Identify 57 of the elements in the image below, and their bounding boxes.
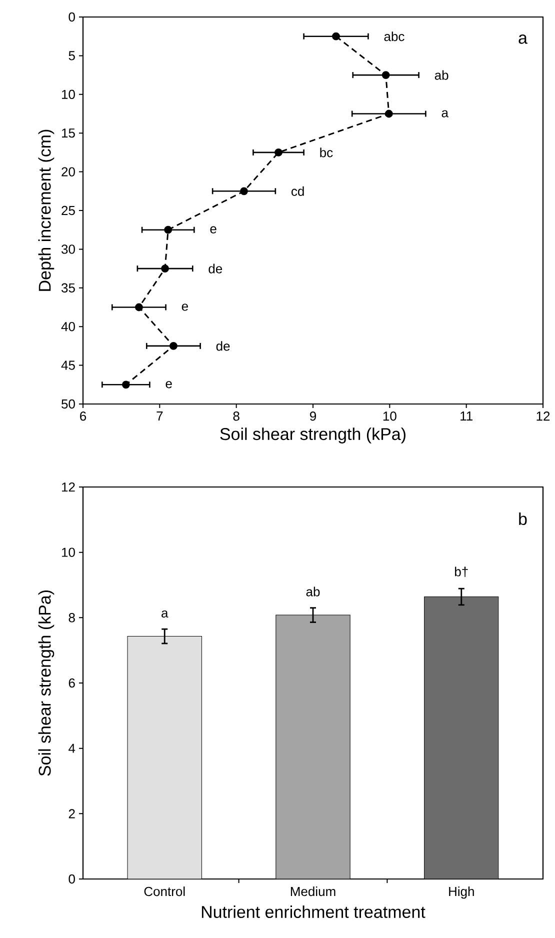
y-tick-label: 0 (68, 874, 75, 884)
x-tick-label: High (449, 886, 474, 899)
x-axis-title: Nutrient enrichment treatment (202, 906, 426, 918)
point (332, 32, 340, 40)
x-tick-label: 9 (310, 412, 316, 421)
annotation: de (216, 341, 230, 351)
y-tick-label: 40 (61, 322, 75, 332)
point (122, 380, 130, 389)
annotation: e (166, 381, 172, 388)
annotation: a (162, 610, 168, 618)
annotation: ab (306, 586, 320, 596)
annotation: e (210, 226, 216, 234)
annotation: b (519, 512, 527, 526)
y-tick-label: 45 (61, 360, 75, 370)
point (170, 342, 178, 350)
annotation: abc (384, 32, 404, 42)
annotation: a (442, 110, 448, 118)
point (274, 148, 282, 156)
y-tick-label: 6 (68, 678, 75, 688)
x-tick-label: 11 (460, 412, 472, 420)
y-tick-label: 50 (62, 399, 75, 409)
annotation: b† (454, 566, 468, 578)
y-tick-label: 15 (62, 128, 75, 138)
point (135, 303, 143, 312)
y-tick-label: 12 (62, 482, 75, 492)
x-tick-label: 10 (383, 412, 396, 421)
y-tick-label: 10 (62, 90, 75, 100)
y-tick-label: 30 (62, 244, 75, 254)
x-tick-label: 8 (233, 412, 240, 421)
y-tick-label: 2 (68, 809, 75, 818)
annotation: a (518, 34, 528, 44)
y-tick-label: 10 (62, 548, 75, 557)
annotation: cd (292, 186, 304, 196)
point (382, 71, 390, 80)
point (384, 110, 393, 118)
x-tick-label: 7 (156, 412, 163, 420)
annotation: de (208, 264, 222, 274)
y-tick-label: 25 (62, 206, 75, 216)
y-tick-label: 4 (68, 744, 76, 753)
x-axis-title: Soil shear strength (kPa) (220, 428, 406, 444)
y-axis-title: Depth increment (cm) (38, 130, 54, 291)
annotation: ab (434, 70, 448, 80)
point (240, 187, 248, 196)
y-axis-title: Soil shear strength (kPa) (38, 590, 54, 776)
point (164, 226, 172, 234)
y-tick-label: 5 (68, 51, 75, 60)
x-tick-label: Control (144, 886, 185, 896)
y-tick-label: 20 (62, 167, 75, 176)
y-tick-label: 8 (68, 613, 75, 622)
x-tick-label: 12 (536, 412, 550, 421)
y-tick-label: 35 (62, 283, 75, 293)
annotation: bc (320, 148, 333, 158)
y-tick-label: 0 (68, 12, 75, 22)
annotation: e (182, 304, 188, 311)
x-tick-label: Medium (290, 886, 336, 896)
point (161, 264, 169, 273)
x-tick-label: 6 (80, 412, 86, 421)
